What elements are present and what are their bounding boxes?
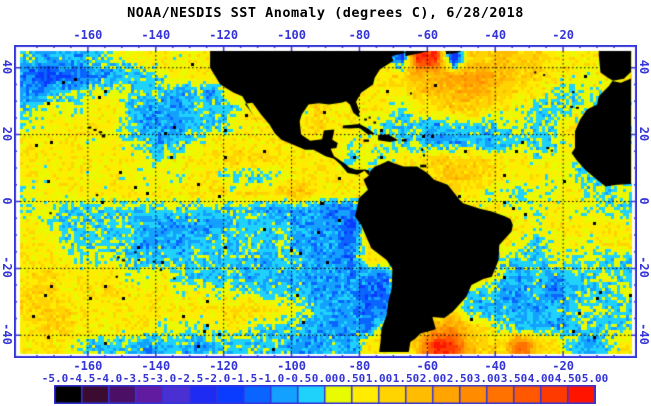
lon-tick-label-bottom: -100 bbox=[277, 359, 306, 373]
colorbar-boundary-label: 4.00 bbox=[527, 372, 555, 385]
colorbar-boundary-label: 1.00 bbox=[365, 372, 393, 385]
colorbar-boundary-label: -2.0 bbox=[203, 372, 231, 385]
plot-title: NOAA/NESDIS SST Anomaly (degrees C), 6/2… bbox=[127, 5, 524, 21]
colorbar-boundary-label: -4.0 bbox=[95, 372, 123, 385]
lon-tick-label-top: -40 bbox=[484, 28, 507, 42]
colorbar-boundary-label: 3.50 bbox=[500, 372, 528, 385]
colorbar-boundary-label: 2.00 bbox=[419, 372, 447, 385]
lat-tick-label-right: -40 bbox=[637, 323, 651, 346]
color-scale-bar bbox=[54, 385, 596, 404]
colorbar-boundary-label: -1.5 bbox=[230, 372, 258, 385]
colorbar-boundary-label: 1.50 bbox=[392, 372, 420, 385]
lon-tick-label-top: -100 bbox=[277, 28, 306, 42]
lon-tick-label-top: -20 bbox=[552, 28, 574, 42]
colorbar-boundary-label: 3.00 bbox=[473, 372, 501, 385]
colorbar-boundary-label: 0.50 bbox=[338, 372, 366, 385]
lon-tick-label-bottom: -80 bbox=[348, 359, 371, 373]
colorbar-boundary-label: -1.0 bbox=[257, 372, 285, 385]
lon-tick-label-top: -60 bbox=[416, 28, 439, 42]
colorbar-boundary-label: -2.5 bbox=[176, 372, 204, 385]
lon-tick-label-bottom: -160 bbox=[73, 359, 103, 373]
sst-map bbox=[14, 45, 637, 358]
lon-tick-label-bottom: -20 bbox=[552, 359, 574, 373]
lat-tick-label-right: 0 bbox=[637, 196, 651, 205]
lat-tick-label-left: -40 bbox=[0, 323, 14, 346]
lon-tick-label-top: -160 bbox=[73, 28, 103, 42]
colorbar-boundary-label: 2.50 bbox=[446, 372, 474, 385]
lon-tick-label-bottom: -40 bbox=[484, 359, 507, 373]
lon-tick-label-top: -140 bbox=[141, 28, 171, 42]
lon-tick-label-top: -120 bbox=[209, 28, 239, 42]
lat-tick-label-left: 0 bbox=[0, 196, 14, 205]
lat-tick-label-left: 40 bbox=[0, 59, 14, 74]
colorbar-boundary-label: 4.50 bbox=[554, 372, 582, 385]
lat-tick-label-left: 20 bbox=[0, 126, 14, 141]
colorbar-boundary-label: 5.00 bbox=[581, 372, 609, 385]
lon-tick-label-bottom: -120 bbox=[209, 359, 239, 373]
lat-tick-label-right: 20 bbox=[637, 126, 651, 141]
lat-tick-label-right: -20 bbox=[637, 256, 651, 279]
lon-tick-label-bottom: -60 bbox=[416, 359, 439, 373]
lon-tick-label-bottom: -140 bbox=[141, 359, 171, 373]
colorbar-boundary-label: -3.5 bbox=[122, 372, 150, 385]
lat-tick-label-left: -20 bbox=[0, 256, 14, 279]
lat-tick-label-right: 40 bbox=[637, 59, 651, 74]
colorbar-boundary-label: -5.0 bbox=[41, 372, 69, 385]
colorbar-boundary-label: 0.00 bbox=[311, 372, 339, 385]
colorbar-boundary-label: -0.5 bbox=[284, 372, 312, 385]
colorbar-boundary-label: -4.5 bbox=[68, 372, 96, 385]
lon-tick-label-top: -80 bbox=[348, 28, 371, 42]
colorbar-boundary-label: -3.0 bbox=[149, 372, 177, 385]
